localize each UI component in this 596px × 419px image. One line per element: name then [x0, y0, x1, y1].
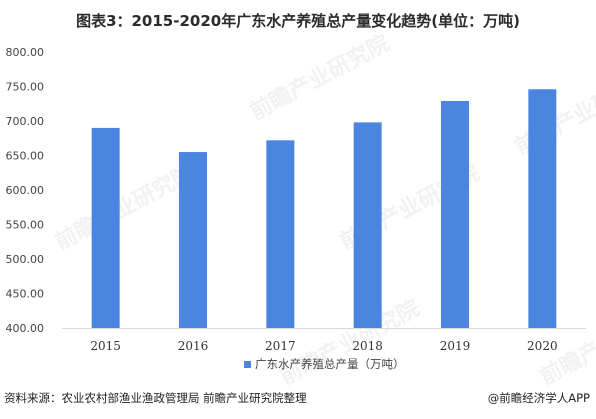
- x-tick-label: 2015: [90, 339, 121, 353]
- bar-series: [91, 89, 557, 329]
- watermark-layer: 前瞻产业研究院前瞻产业研究院前瞻产业研究院前瞻产业研究院前瞻产业研究院前瞻产业研…: [51, 30, 596, 390]
- y-tick-label: 400.00: [6, 322, 45, 335]
- y-tick-label: 550.00: [6, 219, 45, 232]
- legend: 广东水产养殖总产量（万吨）: [244, 357, 405, 371]
- legend-swatch: [244, 361, 251, 368]
- y-axis: 400.00 450.00 500.00 550.00 600.00 650.00 700.…: [6, 46, 45, 335]
- y-tick-label: 800.00: [6, 46, 45, 59]
- y-tick-label: 650.00: [6, 150, 45, 163]
- x-tick-label: 2018: [352, 339, 383, 353]
- y-tick-label: 450.00: [6, 288, 45, 301]
- x-tick-label: 2017: [265, 339, 296, 353]
- watermark-text: 前瞻产业研究院: [276, 295, 424, 390]
- bar: [91, 127, 120, 329]
- bar: [266, 140, 295, 328]
- y-tick-label: 700.00: [6, 115, 45, 128]
- legend-label: 广东水产养殖总产量（万吨）: [255, 357, 405, 371]
- source-note: 资料来源：农业农村部渔业渔政管理局 前瞻产业研究院整理: [4, 391, 307, 405]
- bar: [441, 100, 469, 329]
- y-tick-label: 500.00: [6, 253, 45, 266]
- x-tick-label: 2019: [440, 339, 471, 353]
- y-tick-label: 600.00: [6, 184, 45, 197]
- bar: [353, 122, 382, 328]
- watermark-text: 前瞻产业研究院: [51, 160, 199, 255]
- watermark-text: 前瞻产业研究院: [246, 30, 394, 125]
- x-axis: 2015 2016 2017 2018 2019 2020: [62, 328, 586, 353]
- brand-note: @前瞻经济学人APP: [487, 391, 590, 405]
- x-tick-label: 2020: [527, 339, 558, 353]
- bar: [179, 152, 207, 328]
- bar: [528, 89, 557, 328]
- x-tick-label: 2016: [178, 339, 209, 353]
- y-tick-label: 750.00: [6, 81, 45, 94]
- chart-title: 图表3：2015-2020年广东水产养殖总产量变化趋势(单位：万吨): [76, 12, 520, 30]
